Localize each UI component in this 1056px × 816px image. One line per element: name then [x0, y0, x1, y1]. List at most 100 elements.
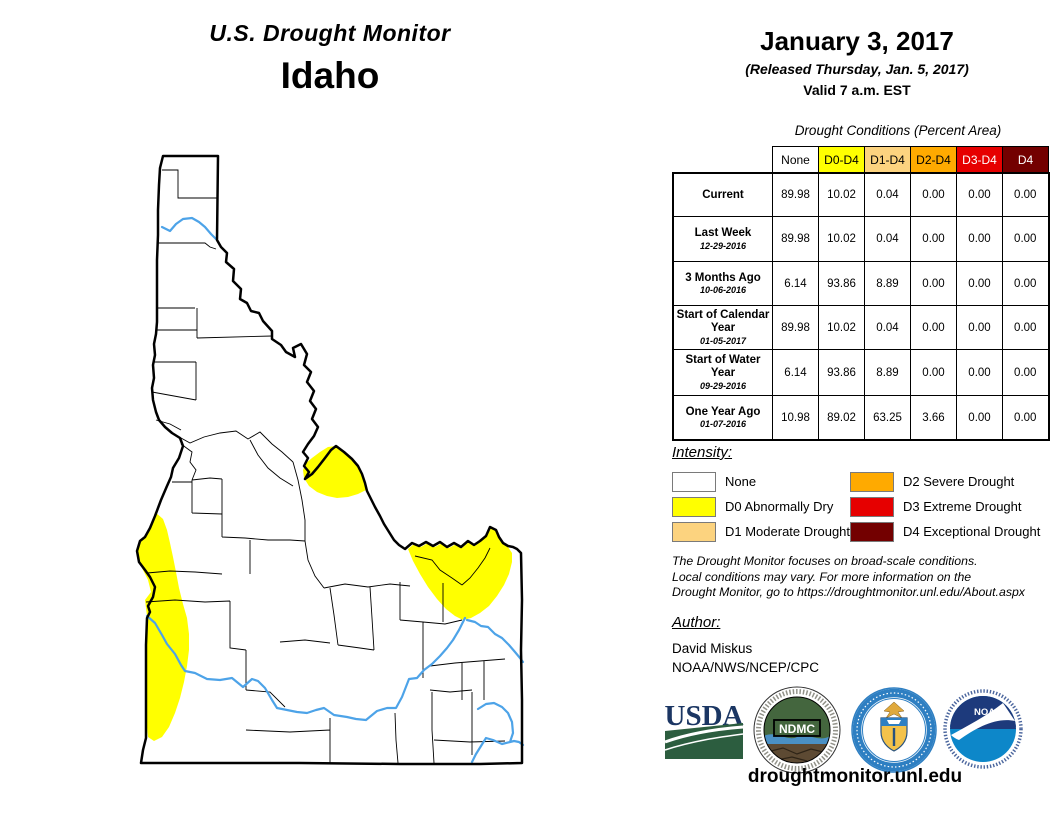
- cell-value: 0.00: [1002, 395, 1049, 441]
- ship-icon: [887, 720, 901, 724]
- table-row: Start of Water Year 09-29-2016 6.14 93.86…: [672, 349, 1049, 396]
- footer-url: droughtmonitor.unl.edu: [747, 766, 963, 787]
- cell-value: 89.02: [818, 395, 865, 441]
- usda-logo: USDA: [664, 700, 744, 759]
- legend-label: D3 Extreme Drought: [903, 499, 1022, 514]
- idaho-map: [135, 154, 525, 766]
- legend-item-d0: D0 Abnormally Dry: [672, 494, 850, 519]
- cell-value: 0.00: [1002, 305, 1049, 350]
- legend-label: D2 Severe Drought: [903, 474, 1015, 489]
- cell-value: 63.25: [864, 395, 911, 441]
- table-caption: Drought Conditions (Percent Area): [794, 123, 1002, 138]
- page-title: U.S. Drought Monitor: [209, 20, 451, 46]
- disclaimer-line: Local conditions may vary. For more info…: [672, 569, 972, 584]
- noaa-logo: NOAA: [943, 689, 1023, 769]
- released-date: (Released Thursday, Jan. 5, 2017): [745, 61, 969, 77]
- lighthouse-icon: [892, 728, 896, 746]
- table-header-row: None D0-D4 D1-D4 D2-D4 D3-D4 D4: [673, 146, 1049, 174]
- col-header-d0d4: D0-D4: [818, 146, 865, 174]
- disclaimer: The Drought Monitor focuses on broad-sca…: [672, 554, 1025, 601]
- swatch-d3: [850, 496, 894, 517]
- cell-value: 0.00: [910, 349, 957, 396]
- author-name: David Miskus: [672, 641, 753, 656]
- row-date: 01-07-2016: [699, 419, 747, 430]
- header-corner: [673, 146, 773, 173]
- legend-label: D1 Moderate Drought: [725, 524, 851, 539]
- state-outline: [135, 154, 524, 766]
- cell-value: 0.00: [910, 216, 957, 262]
- intensity-legend: Intensity: None D0 Abnormally Dry D1 Mod…: [672, 444, 1052, 544]
- county-lines: [145, 169, 506, 764]
- row-label: Current: [672, 172, 773, 217]
- row-date: 12-29-2016: [699, 240, 747, 251]
- cell-value: 0.00: [956, 261, 1003, 306]
- legend-item-none: None: [672, 469, 850, 494]
- cell-value: 0.00: [910, 305, 957, 350]
- cell-value: 3.66: [910, 395, 957, 441]
- cell-value: 8.89: [864, 261, 911, 306]
- col-header-none: None: [772, 146, 819, 174]
- cell-value: 0.00: [956, 305, 1003, 350]
- cell-value: 10.02: [818, 216, 865, 262]
- date-block: January 3, 2017 (Released Thursday, Jan.…: [672, 26, 1042, 98]
- cell-value: 8.89: [864, 349, 911, 396]
- cell-value: 0.00: [1002, 172, 1049, 217]
- row-label: Start of Calendar Year 01-05-2017: [672, 305, 773, 350]
- table-row: Start of Calendar Year 01-05-2017 89.98 1…: [672, 305, 1049, 350]
- col-header-d4: D4: [1002, 146, 1049, 174]
- row-label: 3 Months Ago 10-06-2016: [672, 261, 773, 306]
- state-title: Idaho: [280, 55, 380, 96]
- map-date: January 3, 2017: [760, 26, 954, 56]
- cell-value: 93.86: [818, 261, 865, 306]
- noaa-text: NOAA: [974, 707, 1002, 718]
- title-block: U.S. Drought Monitor Idaho: [120, 20, 540, 97]
- valid-time: Valid 7 a.m. EST: [803, 82, 911, 98]
- disclaimer-line: The Drought Monitor focuses on broad-sca…: [672, 554, 978, 568]
- author-org: NOAA/NWS/NCEP/CPC: [672, 660, 820, 675]
- swatch-d1: [672, 521, 716, 542]
- d0-region-east: [408, 528, 512, 620]
- eagle-icon: [883, 701, 905, 719]
- cell-value: 93.86: [818, 349, 865, 396]
- cell-value: 0.00: [910, 172, 957, 217]
- cell-value: 0.04: [864, 172, 911, 217]
- ndmc-logo: NDMC: [753, 686, 841, 774]
- cell-value: 6.14: [772, 261, 819, 306]
- cell-value: 0.04: [864, 305, 911, 350]
- cell-value: 6.14: [772, 349, 819, 396]
- seagull-icon: [951, 703, 1015, 740]
- cell-value: 0.00: [910, 261, 957, 306]
- disclaimer-line: Drought Monitor, go to https://droughtmo…: [672, 585, 1025, 599]
- row-label: One Year Ago 01-07-2016: [672, 395, 773, 441]
- cell-value: 0.00: [1002, 349, 1049, 396]
- cell-value: 10.98: [772, 395, 819, 441]
- cell-value: 89.98: [772, 172, 819, 217]
- row-date: 01-05-2017: [699, 335, 747, 346]
- legend-item-d4: D4 Exceptional Drought: [850, 519, 1052, 544]
- col-header-d2d4: D2-D4: [910, 146, 957, 174]
- swatch-d4: [850, 521, 894, 542]
- swatch-d2: [850, 471, 894, 492]
- table-row: Last Week 12-29-2016 89.98 10.02 0.04 0.0…: [672, 216, 1049, 262]
- cell-value: 0.00: [1002, 216, 1049, 262]
- col-header-d3d4: D3-D4: [956, 146, 1003, 174]
- legend-item-d3: D3 Extreme Drought: [850, 494, 1052, 519]
- cell-value: 0.00: [1002, 261, 1049, 306]
- drought-conditions-table: None D0-D4 D1-D4 D2-D4 D3-D4 D4 Current …: [672, 146, 1050, 441]
- cell-value: 0.00: [956, 216, 1003, 262]
- table-row: 3 Months Ago 10-06-2016 6.14 93.86 8.89 0…: [672, 261, 1049, 306]
- legend-item-d1: D1 Moderate Drought: [672, 519, 850, 544]
- legend-label: D0 Abnormally Dry: [725, 499, 834, 514]
- legend-item-d2: D2 Severe Drought: [850, 469, 1052, 494]
- cell-value: 89.98: [772, 305, 819, 350]
- commerce-seal-logo: [851, 687, 937, 773]
- cell-value: 10.02: [818, 172, 865, 217]
- legend-heading: Intensity:: [672, 444, 733, 461]
- ndmc-text: NDMC: [779, 722, 815, 736]
- swatch-d0: [672, 496, 716, 517]
- cell-value: 89.98: [772, 216, 819, 262]
- swatch-none: [672, 471, 716, 492]
- table-row: Current 89.98 10.02 0.04 0.00 0.00 0.00: [672, 172, 1049, 217]
- row-date: 10-06-2016: [699, 285, 747, 296]
- col-header-d1d4: D1-D4: [864, 146, 911, 174]
